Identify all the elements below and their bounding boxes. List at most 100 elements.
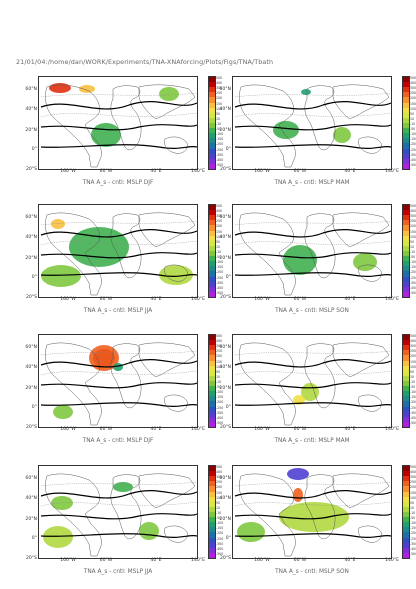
colorbar-swatch <box>403 481 409 487</box>
colorbar-label: -250 <box>410 275 416 280</box>
colorbar-swatch <box>403 210 409 216</box>
colorbar-label: -400 <box>410 285 416 290</box>
colorbar-swatch <box>209 537 215 543</box>
colorbar-label: 150 <box>216 229 223 234</box>
colorbar-label: 300 <box>410 344 416 349</box>
shaded-anomaly <box>301 89 311 95</box>
colorbar-label: -400 <box>216 285 224 290</box>
colorbar-label: -300 <box>216 280 224 285</box>
colorbar-label: -300 <box>410 410 416 415</box>
longitude-label: 60°W <box>99 297 113 302</box>
colorbar-swatch <box>403 396 409 402</box>
colorbar-swatch <box>403 112 409 118</box>
colorbar-label: -150 <box>410 265 416 270</box>
colorbar-label: 250 <box>216 219 223 224</box>
colorbar-swatch <box>209 230 215 236</box>
colorbar-label: -250 <box>410 405 416 410</box>
shaded-anomaly <box>91 123 121 147</box>
colorbar-label: -200 <box>216 531 224 536</box>
longitude-label: 160°W <box>60 427 76 432</box>
colorbar-swatch <box>209 256 215 262</box>
colorbar-label: 100 <box>216 495 223 500</box>
colorbar-label: -400 <box>410 415 416 420</box>
map-panel: 60°N 40°N 20°N 0° 20°S 160°W 60°W 40°E 140°E TNA … <box>18 453 223 578</box>
longitude-label: 140°E <box>191 169 205 174</box>
map-panel: 60°N 40°N 20°N 0° 20°S 160°W 60°W 40°E 140°E TNA … <box>212 64 416 189</box>
contour-lines <box>234 359 391 408</box>
colorbar-swatch <box>403 245 409 251</box>
colorbar-label: 50 <box>216 239 221 244</box>
colorbar-swatch <box>209 276 215 282</box>
colorbar-swatch <box>209 335 215 341</box>
longitude-label: 140°E <box>385 297 399 302</box>
latitude-label: 0° <box>225 536 231 541</box>
colorbar-label: 200 <box>410 96 416 101</box>
colorbar-label: -150 <box>410 395 416 400</box>
colorbar-swatch <box>403 527 409 533</box>
colorbar-label: 50 <box>410 500 415 505</box>
colorbar-swatch <box>403 355 409 361</box>
colorbar-label: -50 <box>410 385 416 390</box>
shaded-anomaly <box>89 345 119 371</box>
shaded-anomaly <box>287 468 309 480</box>
colorbar-label: 10 <box>216 116 221 121</box>
colorbar-swatch <box>209 128 215 134</box>
map-plot <box>38 334 198 428</box>
map-panel: 60°N 40°N 20°N 0° 20°S 160°W 60°W 40°E 140°E TNA … <box>18 64 223 189</box>
colorbar-swatch <box>403 107 409 113</box>
colorbar-swatch <box>209 355 215 361</box>
colorbar-swatch <box>209 375 215 381</box>
colorbar-swatch <box>209 291 215 297</box>
colorbar-label: -200 <box>410 270 416 275</box>
colorbar-label: -250 <box>216 147 224 152</box>
latitude-label: 40°N <box>25 235 37 240</box>
colorbar-label: -400 <box>216 157 224 162</box>
colorbar-label: -100 <box>216 260 224 265</box>
colorbar-label: 300 <box>216 214 223 219</box>
colorbar-label: 500 <box>410 465 416 469</box>
panel-caption: TNA A_s - cntl: MSLP JJA <box>83 569 153 575</box>
colorbar-label: -200 <box>216 270 224 275</box>
latitude-label: 20°N <box>219 517 231 522</box>
colorbar-label: -250 <box>216 536 224 541</box>
colorbar-label: 300 <box>410 214 416 219</box>
colorbar-swatch <box>403 411 409 417</box>
colorbar-swatch <box>209 380 215 387</box>
longitude-label: 60°W <box>293 169 307 174</box>
dashed-contours <box>234 220 391 246</box>
colorbar-label: -10 <box>216 511 222 515</box>
shaded-anomaly <box>51 219 65 229</box>
colorbar-swatch <box>209 522 215 528</box>
colorbar-swatch <box>403 345 409 351</box>
longitude-label: 40°E <box>344 558 356 563</box>
colorbar-label: 150 <box>216 101 223 106</box>
colorbar-label: -200 <box>410 142 416 147</box>
latitude-label: 20°N <box>25 386 37 391</box>
colorbar-swatch <box>209 112 215 118</box>
colorbar-label: 150 <box>410 229 416 234</box>
colorbar-swatch <box>403 401 409 407</box>
file-path-header: 21/01/04:/home/dan/WORK/Experiments/TNA-… <box>16 58 274 66</box>
shaded-anomaly <box>159 265 193 285</box>
colorbar-swatch <box>403 517 409 523</box>
colorbar-label: -10 <box>410 380 416 384</box>
longitude-label: 60°W <box>99 427 113 432</box>
colorbar-label: -250 <box>216 275 224 280</box>
colorbar-swatch <box>403 547 409 553</box>
colorbar-label: -400 <box>216 546 224 551</box>
colorbar-swatch <box>403 391 409 397</box>
map-panel: 60°N 40°N 20°N 0° 20°S 160°W 60°W 40°E 140°E TNA … <box>212 322 416 447</box>
colorbar-swatch <box>403 416 409 422</box>
colorbar-label: 400 <box>410 470 416 475</box>
map-plot <box>232 465 392 559</box>
colorbar-swatch <box>403 365 409 371</box>
dashed-contours <box>40 220 197 246</box>
latitude-label: 0° <box>31 405 37 410</box>
colorbar-swatch <box>209 401 215 407</box>
colorbar-swatch <box>403 421 409 427</box>
longitude-label: 140°E <box>385 427 399 432</box>
colorbar-label: -500 <box>216 290 224 295</box>
colorbar-label: -50 <box>410 255 416 260</box>
colorbar-label: -50 <box>216 255 222 260</box>
colorbar-swatch <box>209 421 215 427</box>
